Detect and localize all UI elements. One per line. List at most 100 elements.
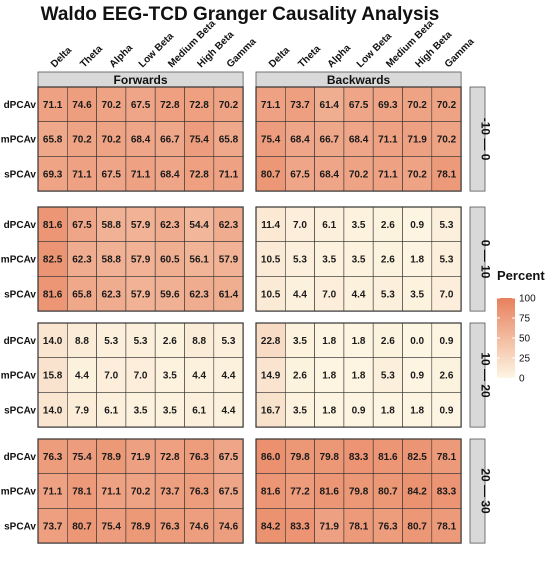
direction-label: Forwards xyxy=(114,73,168,87)
row-label: dPCAv xyxy=(4,452,37,463)
heatmap-cell xyxy=(96,508,127,544)
cell-value: 5.3 xyxy=(104,336,118,347)
cell-value: 7.0 xyxy=(134,371,148,382)
cell-value: 78.9 xyxy=(102,452,122,463)
cell-value: 74.6 xyxy=(219,521,239,532)
heatmap-cell xyxy=(402,156,433,192)
cell-value: 69.3 xyxy=(378,100,398,111)
cell-value: 77.2 xyxy=(290,487,310,498)
cell-value: 4.4 xyxy=(221,405,235,416)
heatmap-cell xyxy=(284,121,315,157)
cell-value: 68.4 xyxy=(320,169,340,180)
heatmap-cell xyxy=(37,121,68,157)
direction-label: Backwards xyxy=(327,73,391,87)
cell-value: 10.5 xyxy=(261,255,281,266)
heatmap-cell xyxy=(67,156,97,192)
lag-strip xyxy=(469,86,486,192)
heatmap-cell xyxy=(314,473,345,509)
heatmap-cell xyxy=(154,86,185,123)
row-label: mPCAv xyxy=(1,371,37,382)
heatmap-cell xyxy=(372,392,403,428)
cell-value: 0.9 xyxy=(439,405,453,416)
cell-value: 86.0 xyxy=(261,452,281,463)
heatmap-cell xyxy=(213,322,244,359)
heatmap-cell xyxy=(154,241,185,277)
heatmap-cell xyxy=(372,276,403,312)
cell-value: 3.5 xyxy=(163,405,177,416)
legend-tick-label: 75 xyxy=(519,314,531,325)
cell-value: 3.5 xyxy=(352,220,366,231)
cell-value: 14.9 xyxy=(261,371,281,382)
lag-strip xyxy=(469,322,486,428)
cell-value: 78.1 xyxy=(349,521,369,532)
cell-value: 65.8 xyxy=(219,135,239,146)
cell-value: 71.1 xyxy=(102,487,122,498)
heatmap-cell xyxy=(255,276,286,312)
cell-value: 76.3 xyxy=(378,521,398,532)
heatmap-cell xyxy=(37,392,68,428)
cell-value: 57.9 xyxy=(131,255,151,266)
lag-label: 20 — 30 xyxy=(479,468,493,514)
cell-value: 15.8 xyxy=(43,371,63,382)
cell-value: 67.5 xyxy=(72,220,92,231)
cell-value: 71.1 xyxy=(219,169,239,180)
heatmap-cell xyxy=(154,276,185,312)
heatmap-cell xyxy=(96,392,127,428)
cell-value: 71.1 xyxy=(261,100,281,111)
cell-value: 81.6 xyxy=(261,487,281,498)
cell-value: 80.7 xyxy=(378,487,398,498)
cell-value: 22.8 xyxy=(261,336,281,347)
row-label: sPCAv xyxy=(4,405,36,416)
cell-value: 56.1 xyxy=(189,255,209,266)
panel-border xyxy=(37,86,244,192)
chart-title: Waldo EEG-TCD Granger Causality Analysis xyxy=(41,4,440,25)
cell-value: 5.3 xyxy=(293,255,307,266)
heatmap-cell xyxy=(96,276,127,312)
cell-value: 72.8 xyxy=(160,100,180,111)
cell-value: 1.8 xyxy=(410,255,424,266)
cell-value: 2.6 xyxy=(439,371,453,382)
cell-value: 66.7 xyxy=(320,135,340,146)
cell-value: 71.1 xyxy=(378,169,398,180)
heatmap-cell xyxy=(96,86,127,123)
cell-value: 0.9 xyxy=(410,220,424,231)
cell-value: 83.3 xyxy=(349,452,369,463)
legend-title: Percent xyxy=(497,268,545,283)
heatmap-cell xyxy=(213,357,244,393)
cell-value: 81.6 xyxy=(43,220,63,231)
heatmap-cell xyxy=(67,473,97,509)
heatmap-cell xyxy=(37,508,68,544)
cell-value: 2.6 xyxy=(293,371,307,382)
cell-value: 67.5 xyxy=(349,100,369,111)
panel-border xyxy=(37,438,244,544)
cell-value: 59.6 xyxy=(160,289,180,300)
heatmap-cell xyxy=(343,438,374,475)
column-label: Theta xyxy=(296,43,323,70)
column-label: Delta xyxy=(267,45,292,70)
cell-value: 0.9 xyxy=(352,405,366,416)
cell-value: 79.8 xyxy=(290,452,310,463)
heatmap-cell xyxy=(96,241,127,277)
cell-value: 57.9 xyxy=(131,289,151,300)
heatmap-cell xyxy=(184,206,215,243)
cell-value: 8.8 xyxy=(75,336,89,347)
cell-value: 3.5 xyxy=(352,255,366,266)
heatmap-cell xyxy=(184,241,215,277)
cell-value: 58.8 xyxy=(102,220,122,231)
cell-value: 4.4 xyxy=(75,371,89,382)
panel-border xyxy=(255,206,462,312)
cell-value: 67.5 xyxy=(219,452,239,463)
heatmap-cell xyxy=(37,206,68,243)
cell-value: 78.1 xyxy=(72,487,92,498)
cell-value: 58.8 xyxy=(102,255,122,266)
cell-value: 79.8 xyxy=(349,487,369,498)
cell-value: 82.5 xyxy=(407,452,427,463)
cell-value: 78.1 xyxy=(437,521,457,532)
cell-value: 71.1 xyxy=(43,487,63,498)
heatmap-cell xyxy=(284,357,315,393)
cell-value: 71.1 xyxy=(378,135,398,146)
cell-value: 16.7 xyxy=(261,405,281,416)
heatmap-cell xyxy=(154,206,185,243)
row-label: sPCAv xyxy=(4,289,36,300)
